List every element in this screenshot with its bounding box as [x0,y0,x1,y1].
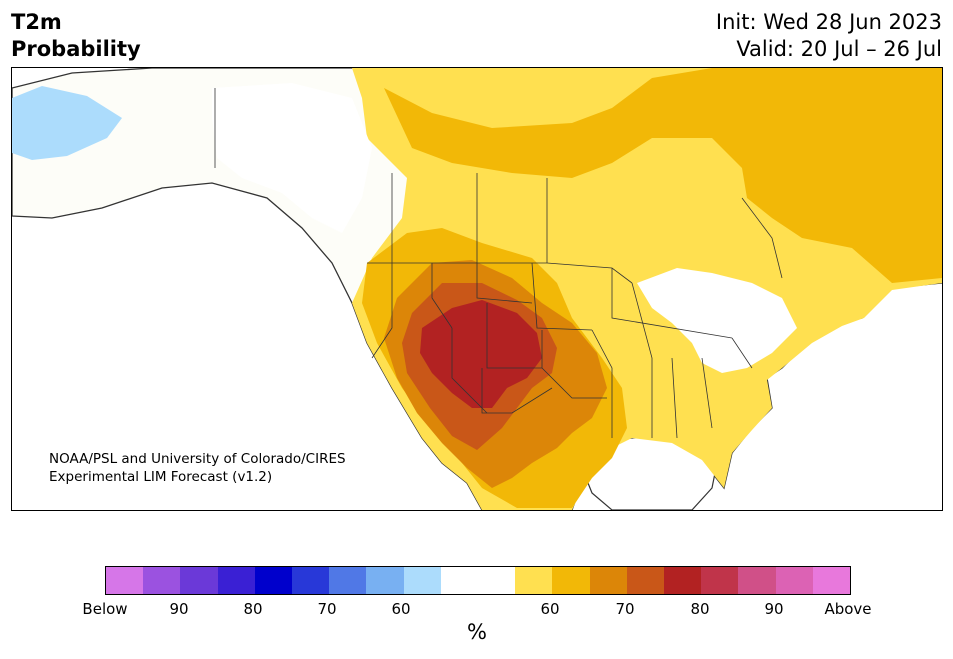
title-line-variable: T2m [11,10,62,34]
tick-label: 70 [317,600,337,618]
colorbar-bin [515,567,553,594]
colorbar-bin [292,567,330,594]
colorbar-bin [775,567,813,594]
colorbar-bin [478,567,516,594]
tick-label: 70 [615,600,635,618]
colorbar-bin [217,567,255,594]
credit-line-2: Experimental LIM Forecast (v1.2) [49,469,273,485]
init-date: Init: Wed 28 Jun 2023 [715,10,942,34]
tick-label: 90 [169,600,189,618]
tick-label: 90 [764,600,784,618]
tick-label: 80 [243,600,263,618]
forecast-dates: Init: Wed 28 Jun 2023 Valid: 20 Jul – 26… [716,9,942,63]
valid-period: Valid: 20 Jul – 26 Jul [736,37,942,61]
pacific-nw-white [212,83,372,233]
warm-65-canada [384,68,942,283]
map-title: T2m Probability [11,9,141,63]
warm-80 [420,300,542,408]
tick-label: 80 [690,600,710,618]
credit-line-1: NOAA/PSL and University of Colorado/CIRE… [49,451,346,467]
colorbar-bin [143,567,181,594]
colorbar-bin [403,567,441,594]
colorbar-bin [812,567,851,594]
title-line-type: Probability [11,37,141,61]
colorbar-bin [440,567,479,594]
colorbar-bin [701,567,739,594]
map-panel [11,67,943,511]
colorbar-bin [738,567,776,594]
tick-label: 60 [540,600,560,618]
colorbar-bin [329,567,367,594]
probability-colorbar [105,566,851,595]
colorbar-bin [106,567,144,594]
credit-text: NOAA/PSL and University of Colorado/CIRE… [49,450,346,486]
great-lakes-white [637,268,797,373]
north-america-map [12,68,942,510]
colorbar-bin [254,567,293,594]
colorbar-unit: % [467,620,487,644]
tick-label: 60 [391,600,411,618]
colorbar-bin [180,567,218,594]
colorbar-bin [552,567,590,594]
alaska-below-normal [12,86,122,160]
tick-label: Below [82,600,128,618]
colorbar-bin [626,567,665,594]
colorbar-bin [664,567,702,594]
political-borders [214,88,783,439]
tick-label: Above [824,600,872,618]
colorbar-bin [366,567,404,594]
colorbar-bin [589,567,627,594]
